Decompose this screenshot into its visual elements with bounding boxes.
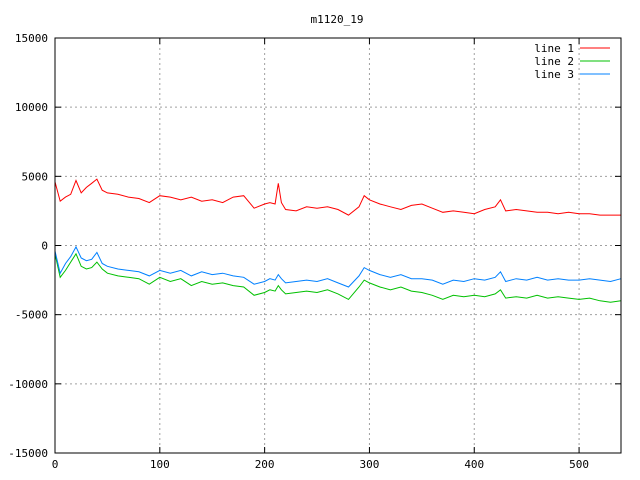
y-tick-label: -15000 bbox=[8, 447, 48, 460]
x-tick-label: 400 bbox=[464, 458, 484, 471]
y-tick-label: 5000 bbox=[22, 170, 49, 183]
x-tick-label: 500 bbox=[569, 458, 589, 471]
tick-marks bbox=[54, 37, 621, 454]
x-tick-labels: 0 100 200 300 400 500 bbox=[52, 458, 589, 471]
series-lines bbox=[54, 178, 622, 303]
x-tick-label: 100 bbox=[150, 458, 170, 471]
y-tick-label: 10000 bbox=[15, 101, 48, 114]
legend-label: line 2 bbox=[534, 55, 574, 68]
y-tick-label: -10000 bbox=[8, 378, 48, 391]
series-line-3 bbox=[54, 245, 622, 288]
x-tick-label: 0 bbox=[52, 458, 59, 471]
series-line-2 bbox=[54, 252, 622, 303]
y-tick-labels: -15000 -10000 -5000 0 5000 10000 15000 bbox=[8, 32, 48, 460]
legend-label: line 3 bbox=[534, 68, 574, 81]
chart-title: m1120_19 bbox=[311, 13, 364, 26]
grid bbox=[55, 38, 621, 453]
y-tick-label: -5000 bbox=[15, 309, 48, 322]
series-line-1 bbox=[54, 178, 621, 216]
x-tick-label: 300 bbox=[360, 458, 380, 471]
legend-label: line 1 bbox=[534, 42, 574, 55]
x-tick-label: 200 bbox=[255, 458, 275, 471]
y-tick-label: 0 bbox=[41, 240, 48, 253]
y-tick-label: 15000 bbox=[15, 32, 48, 45]
